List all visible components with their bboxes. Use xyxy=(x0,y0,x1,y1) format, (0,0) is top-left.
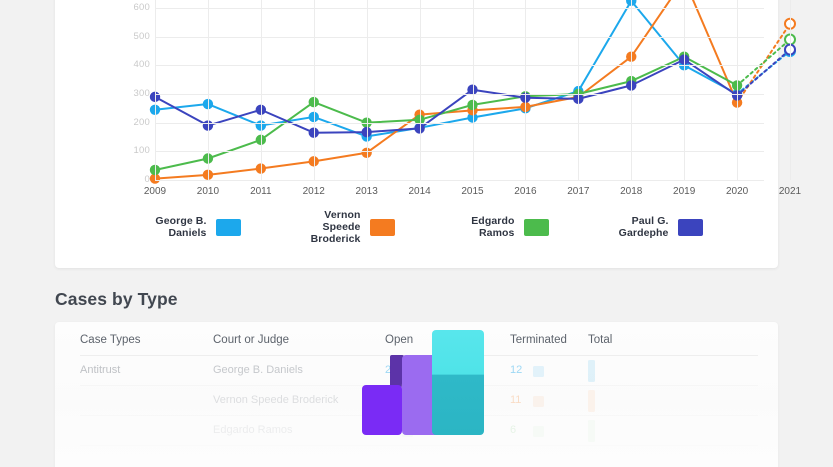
x-axis-tick-label: 2010 xyxy=(196,186,220,197)
series-data-marker[interactable] xyxy=(467,112,478,123)
page-title: Cases by Type xyxy=(55,289,178,309)
gridline-vertical xyxy=(419,0,421,180)
overlay-bar-right-block xyxy=(432,330,484,435)
gridline-vertical xyxy=(737,0,739,180)
line-chart-card: 0 100 200 300 400 500 600 2009 2010 2011 2012 2013 2… xyxy=(55,0,801,268)
legend-item-label: Vernon Speede Broderick xyxy=(310,209,361,245)
cell-case-type: Antitrust xyxy=(80,364,121,376)
line-chart-plot: 0 100 200 300 400 500 600 2009 2010 2011 2012 2013 2… xyxy=(100,0,801,197)
column-header-court-or-judge[interactable]: Court or Judge xyxy=(213,334,290,346)
gridline-horizontal xyxy=(155,180,764,181)
terminated-mini-bar xyxy=(533,366,544,377)
gridline-vertical xyxy=(578,0,580,180)
y-axis-tick-label: 200 xyxy=(133,116,150,128)
gridline-vertical xyxy=(260,0,262,180)
cell-terminated-value: 6 xyxy=(510,424,517,436)
x-axis-tick-label: 2021 xyxy=(778,186,802,197)
series-data-marker[interactable] xyxy=(467,84,478,95)
cell-open-value: 2 xyxy=(385,364,392,376)
legend-color-swatch xyxy=(523,218,549,236)
x-axis-tick-label: 2018 xyxy=(620,186,643,197)
gridline-horizontal xyxy=(155,94,764,95)
legend-item[interactable]: Vernon Speede Broderick xyxy=(285,209,395,245)
line-chart-svg xyxy=(149,0,796,184)
gridline-vertical xyxy=(631,0,633,180)
terminated-mini-bar xyxy=(533,396,544,407)
series-projection-line-1 xyxy=(736,22,791,104)
x-axis-tick-label: 2015 xyxy=(461,186,484,197)
series-projection-line-3 xyxy=(736,48,791,97)
gridline-vertical xyxy=(472,0,474,180)
gridline-horizontal xyxy=(155,122,764,124)
x-axis-tick-label: 2011 xyxy=(250,186,272,197)
y-axis-tick-label: 0 xyxy=(144,174,150,185)
y-axis-tick-label: 300 xyxy=(133,88,150,99)
legend-item-label: George B. Daniels xyxy=(155,215,207,239)
y-axis-tick-label: 400 xyxy=(133,59,150,71)
x-axis-tick-label: 2014 xyxy=(408,186,431,197)
cell-terminated-value: 11 xyxy=(510,394,522,406)
x-axis-tick-label: 2016 xyxy=(514,186,537,197)
cell-judge: Vernon Speede Broderick xyxy=(213,394,339,406)
total-bar xyxy=(588,390,595,412)
column-header-total[interactable]: Total xyxy=(588,334,613,346)
gridline-horizontal xyxy=(155,65,764,67)
legend-item-label: Paul G. Gardephe xyxy=(618,215,669,239)
cell-judge: Edgardo Ramos xyxy=(213,424,293,436)
legend-color-swatch xyxy=(215,218,241,236)
legend-color-swatch xyxy=(369,218,395,236)
overlay-bar-left xyxy=(362,385,402,435)
x-axis-tick-label: 2013 xyxy=(355,186,378,197)
legend-item-label: Edgardo Ramos xyxy=(471,215,515,239)
total-bar xyxy=(588,360,595,382)
gridline-vertical xyxy=(366,0,368,180)
gridline-vertical xyxy=(313,0,315,180)
x-axis-tick-label: 2009 xyxy=(143,186,167,197)
y-axis-tick-label: 600 xyxy=(133,2,150,13)
column-header-terminated[interactable]: Terminated xyxy=(510,334,567,346)
gridline-horizontal xyxy=(155,151,764,153)
legend-item[interactable]: Edgardo Ramos xyxy=(439,215,549,239)
legend-item[interactable]: Paul G. Gardephe xyxy=(593,215,703,239)
series-data-marker[interactable] xyxy=(626,0,637,7)
gridline-vertical xyxy=(207,0,209,180)
column-header-open[interactable]: Open xyxy=(385,334,414,346)
series-data-marker[interactable] xyxy=(467,99,478,111)
gridline-vertical xyxy=(684,0,686,180)
gridline-horizontal xyxy=(155,36,764,38)
legend-color-swatch xyxy=(677,218,703,236)
x-axis-tick-label: 2012 xyxy=(302,186,325,197)
column-header-case-types[interactable]: Case Types xyxy=(80,334,141,346)
terminated-mini-bar xyxy=(533,426,544,437)
gridline-vertical xyxy=(790,0,791,180)
x-axis-tick-label: 2020 xyxy=(725,186,749,197)
series-projection-line-2 xyxy=(736,38,791,87)
x-axis-tick-label: 2017 xyxy=(567,186,590,197)
gridline-horizontal xyxy=(155,8,764,9)
legend-item[interactable]: George B. Daniels xyxy=(131,215,241,239)
gridline-vertical xyxy=(155,0,156,180)
total-bar xyxy=(588,420,595,442)
y-axis-tick-label: 100 xyxy=(133,145,150,157)
y-axis-tick-label: 500 xyxy=(133,30,150,42)
x-axis-tick-label: 2019 xyxy=(673,186,696,197)
chart-legend: George B. Daniels Vernon Speede Broderick… xyxy=(55,209,778,245)
cell-terminated-value: 12 xyxy=(510,364,523,376)
table-row-divider xyxy=(80,445,758,446)
gridline-vertical xyxy=(525,0,527,180)
cell-judge: George B. Daniels xyxy=(213,364,303,376)
series-line-2 xyxy=(154,55,738,171)
series-line-3 xyxy=(154,58,738,134)
